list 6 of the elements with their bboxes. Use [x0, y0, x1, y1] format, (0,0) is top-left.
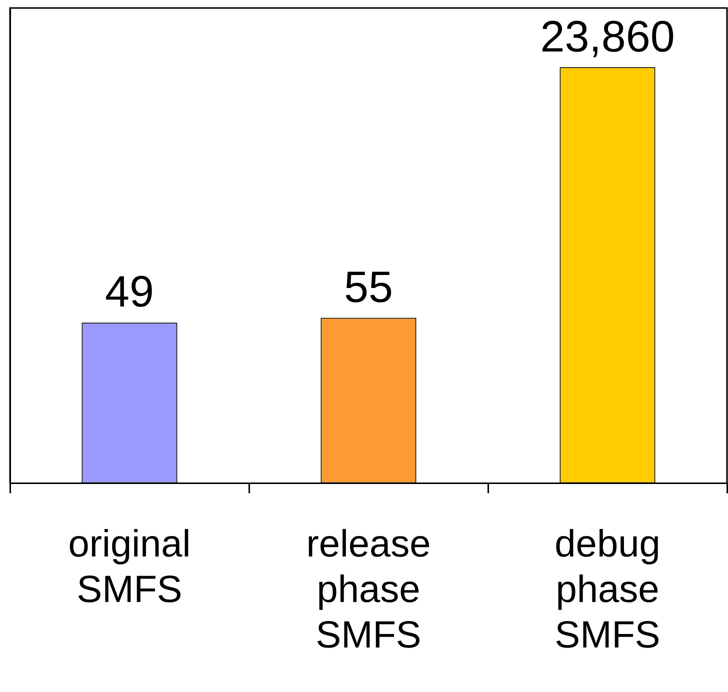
data-label: 49 [105, 268, 154, 317]
data-label: 23,860 [540, 12, 675, 62]
x-tick-label: debug phase SMFS [554, 523, 660, 657]
data-label: 55 [344, 262, 393, 312]
x-tick-label: release phase SMFS [306, 523, 431, 657]
x-tick-label: original SMFS [68, 523, 191, 612]
